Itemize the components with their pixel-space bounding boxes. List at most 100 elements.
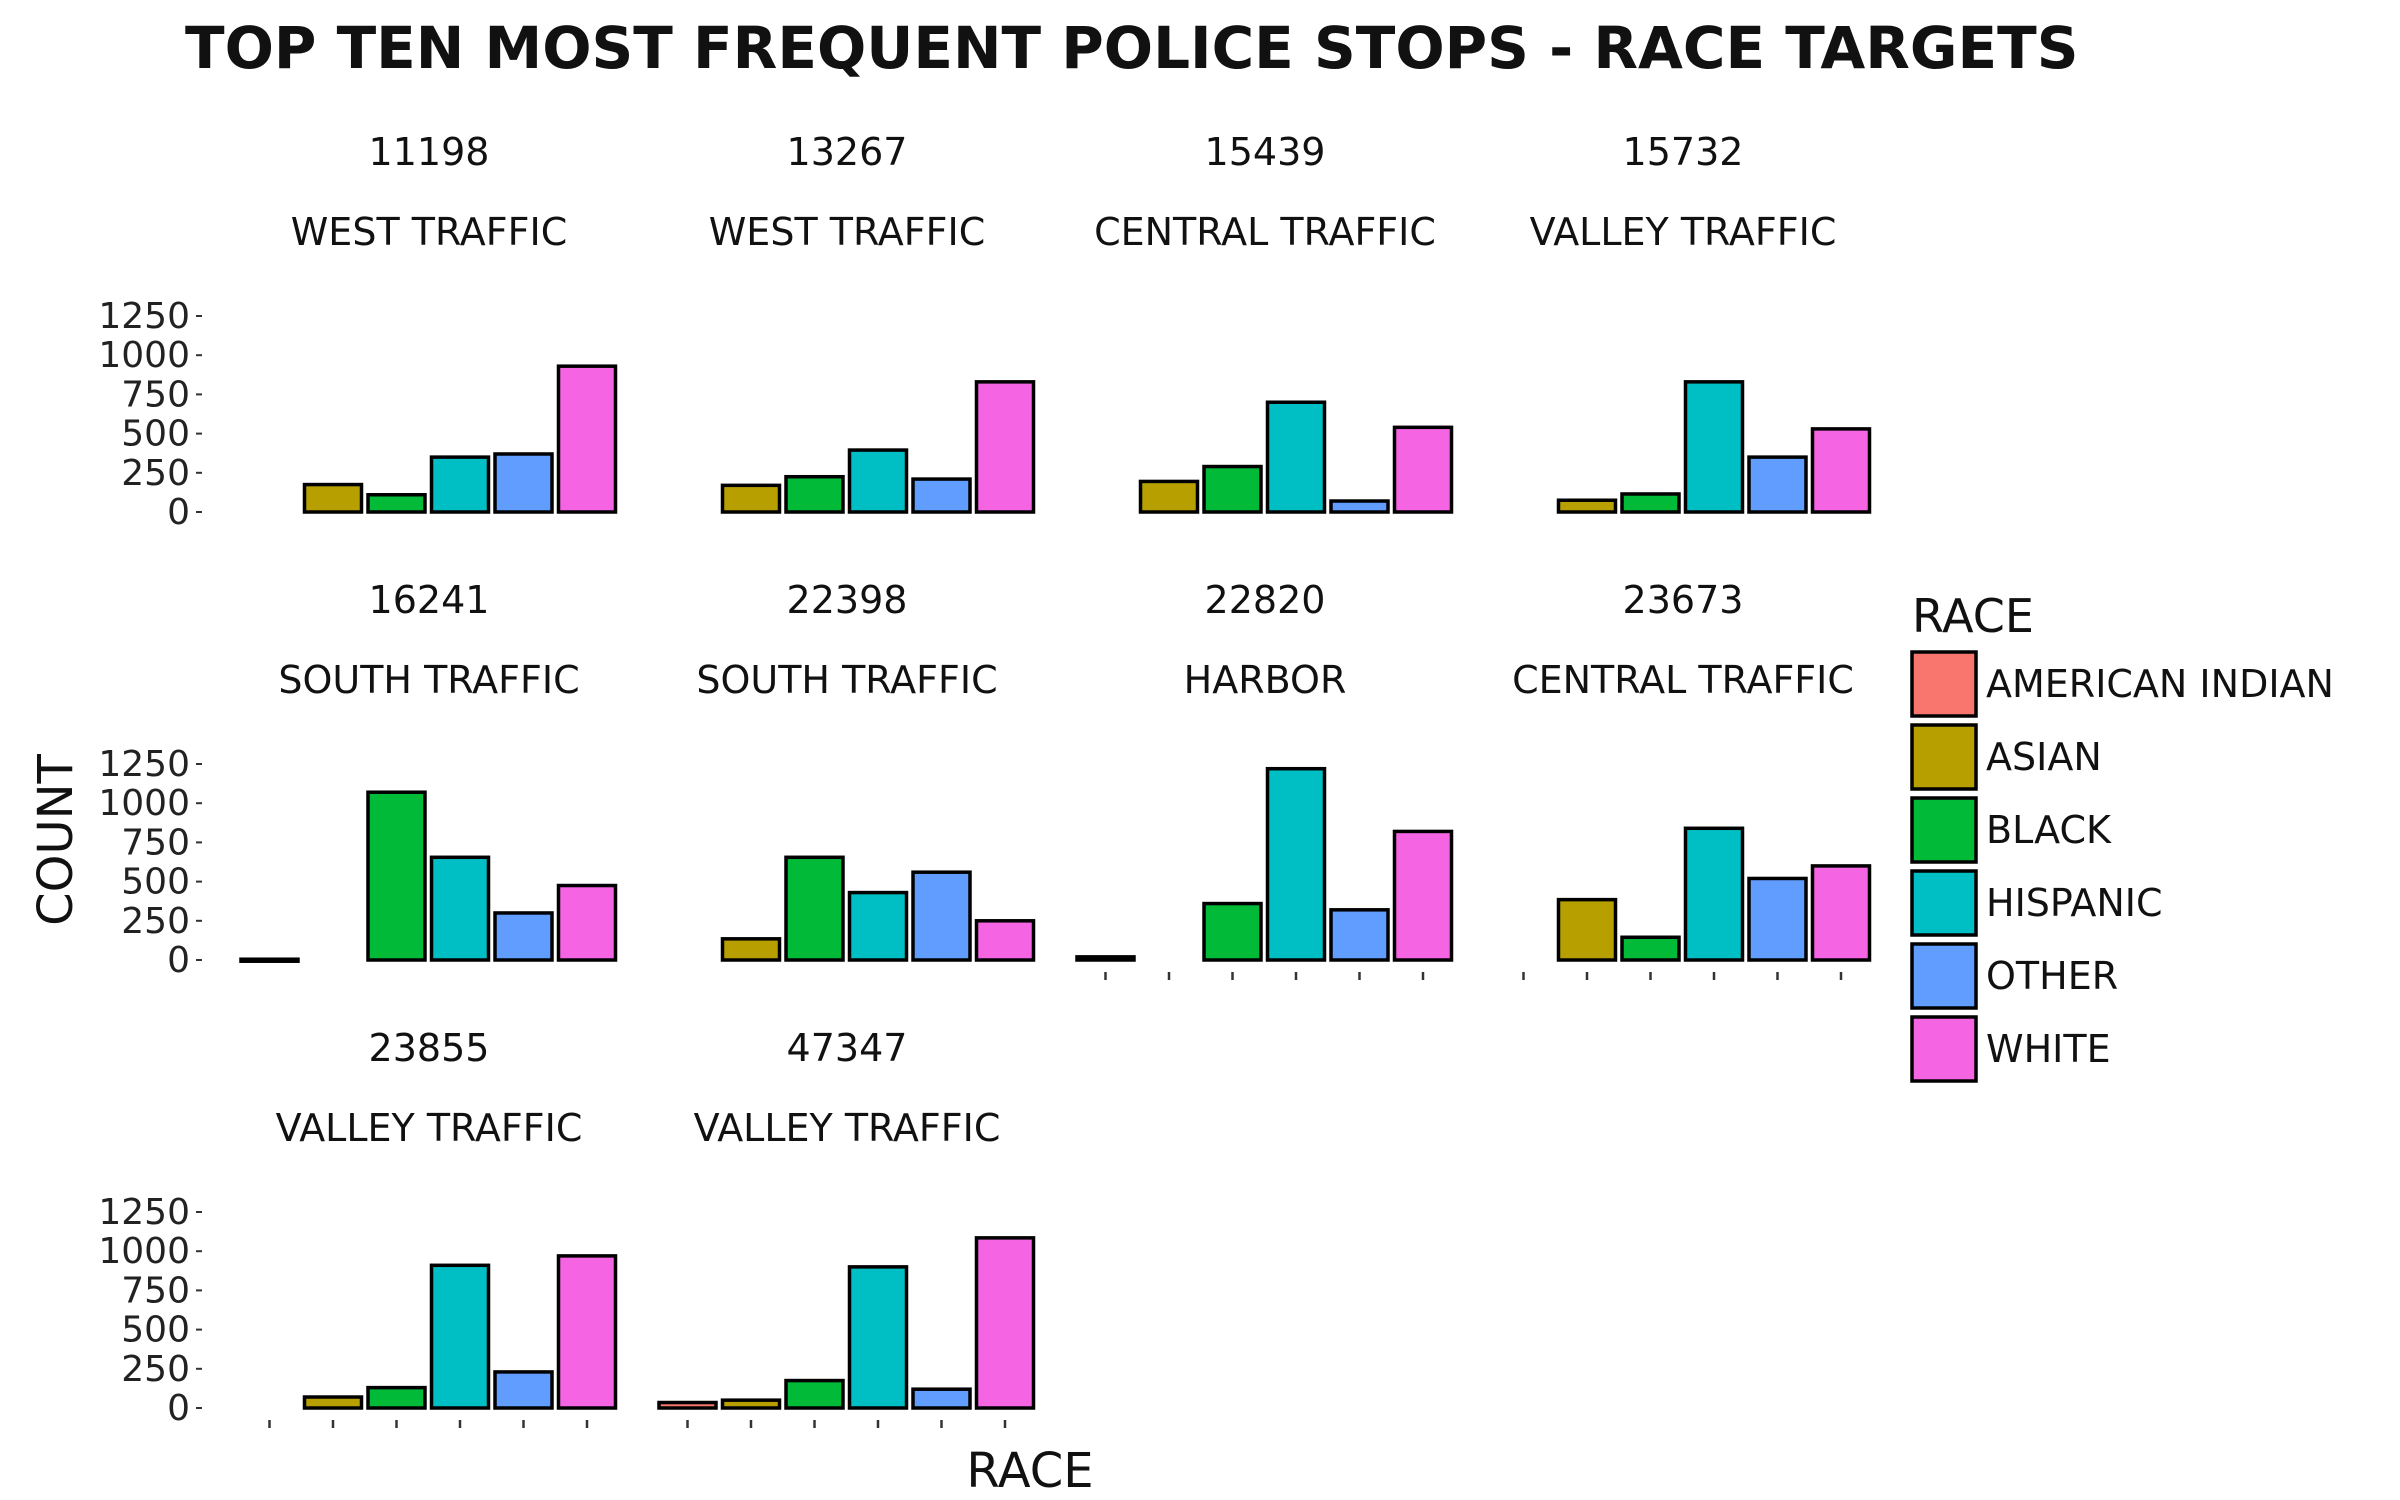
bar-white (1392, 829, 1454, 962)
legend: RACE AMERICAN INDIAN ASIAN BLACK HISPANIC OT… (1910, 589, 2334, 1083)
legend-swatch (1910, 942, 1978, 1010)
y-tick-label: 250 (121, 453, 190, 494)
bar-asian (1556, 498, 1618, 514)
bar-asian (302, 482, 364, 514)
bar-black (784, 855, 845, 962)
y-tick-label: 500 (121, 414, 190, 455)
bar-black (366, 1385, 427, 1410)
legend-swatch (1910, 650, 1978, 718)
y-tick-label: 750 (121, 1270, 190, 1311)
facet-area-label: VALLEY TRAFFIC (1530, 210, 1837, 254)
y-tick-label: 1000 (98, 1231, 190, 1272)
legend-label: WHITE (1986, 1027, 2111, 1071)
bar-white (556, 1254, 618, 1410)
facet-area-label: SOUTH TRAFFIC (696, 658, 997, 702)
y-tick-label: 500 (121, 1310, 190, 1351)
legend-label: ASIAN (1986, 735, 2102, 779)
bar-hispanic (1683, 826, 1745, 962)
facet-area-label: CENTRAL TRAFFIC (1094, 210, 1436, 254)
legend-label: OTHER (1986, 954, 2118, 998)
legend-item: WHITE (1910, 1015, 2111, 1083)
bar-other (493, 452, 554, 514)
bar-other (911, 870, 972, 962)
legend-item: ASIAN (1910, 723, 2102, 791)
facet-id-label: 47347 (787, 1026, 908, 1070)
facet-id-label: 11198 (369, 130, 490, 174)
bar-black (366, 493, 427, 514)
facet-id-label: 13267 (787, 130, 908, 174)
y-tick-label: 500 (121, 862, 190, 903)
facet-panel: 15732 VALLEY TRAFFIC (1530, 130, 1872, 514)
y-tick-label: 1250 (98, 744, 190, 785)
bar-black (366, 790, 427, 962)
bar-hispanic (1265, 766, 1327, 962)
legend-item: BLACK (1910, 796, 2112, 864)
y-tick-label: 1000 (98, 335, 190, 376)
bar-other (911, 477, 972, 514)
bar-white (1810, 864, 1872, 962)
bar-white (974, 919, 1036, 962)
legend-swatch (1910, 1015, 1978, 1083)
bar-american-indian (1075, 955, 1136, 962)
facet-panel: 22398 SOUTH TRAFFIC (696, 578, 1036, 962)
legend-swatch (1910, 869, 1978, 937)
facet-area-label: HARBOR (1184, 658, 1347, 702)
y-tick-label: 750 (121, 374, 190, 415)
bar-white (974, 380, 1036, 514)
bar-other (911, 1387, 972, 1410)
facet-area-label: SOUTH TRAFFIC (278, 658, 579, 702)
facet-id-label: 22398 (787, 578, 908, 622)
bar-other (493, 911, 554, 962)
y-tick-label: 1000 (98, 783, 190, 824)
legend-label: BLACK (1986, 808, 2112, 852)
bar-other (493, 1370, 554, 1410)
y-tick-label: 0 (167, 492, 190, 533)
bar-other (1747, 455, 1808, 514)
facet-id-label: 22820 (1205, 578, 1326, 622)
facet-area-label: VALLEY TRAFFIC (276, 1106, 583, 1150)
facet-id-label: 15732 (1623, 130, 1744, 174)
facet-panel: 47347 VALLEY TRAFFIC (657, 1026, 1036, 1428)
y-tick-label: 0 (167, 940, 190, 981)
bar-other (1329, 499, 1390, 514)
bar-black (784, 474, 845, 514)
bar-black (1620, 935, 1681, 962)
legend-item: OTHER (1910, 942, 2118, 1010)
y-tick-label: 1250 (98, 1192, 190, 1233)
bar-hispanic (429, 855, 491, 962)
bar-black (1620, 492, 1681, 514)
legend-swatch (1910, 796, 1978, 864)
bar-white (1810, 427, 1872, 514)
legend-swatch (1910, 723, 1978, 791)
facet-panel: 23673 CENTRAL TRAFFIC (1512, 578, 1872, 980)
bar-american-indian (239, 957, 300, 963)
bar-hispanic (429, 1263, 491, 1410)
facet-area-label: WEST TRAFFIC (291, 210, 568, 254)
facet-area-label: VALLEY TRAFFIC (694, 1106, 1001, 1150)
chart-title: TOP TEN MOST FREQUENT POLICE STOPS - RAC… (185, 14, 2078, 82)
bar-hispanic (847, 890, 909, 962)
y-axis-label: COUNT (28, 753, 84, 925)
facet-id-label: 15439 (1205, 130, 1326, 174)
facet-area-label: CENTRAL TRAFFIC (1512, 658, 1854, 702)
facet-panel: 15439 CENTRAL TRAFFIC (1094, 130, 1454, 514)
facet-panel: 13267 WEST TRAFFIC (709, 130, 1036, 514)
y-tick-label: 750 (121, 822, 190, 863)
bar-asian (720, 1398, 782, 1410)
bar-black (1202, 464, 1263, 514)
legend-label: HISPANIC (1986, 881, 2163, 925)
bar-asian (1556, 897, 1618, 962)
facet-panel: 22820 HARBOR (1075, 578, 1454, 980)
bar-other (1747, 876, 1808, 962)
y-tick-label: 1250 (98, 296, 190, 337)
bar-hispanic (847, 448, 909, 514)
bar-black (1202, 901, 1263, 962)
bar-asian (720, 483, 782, 514)
bar-black (784, 1378, 845, 1410)
